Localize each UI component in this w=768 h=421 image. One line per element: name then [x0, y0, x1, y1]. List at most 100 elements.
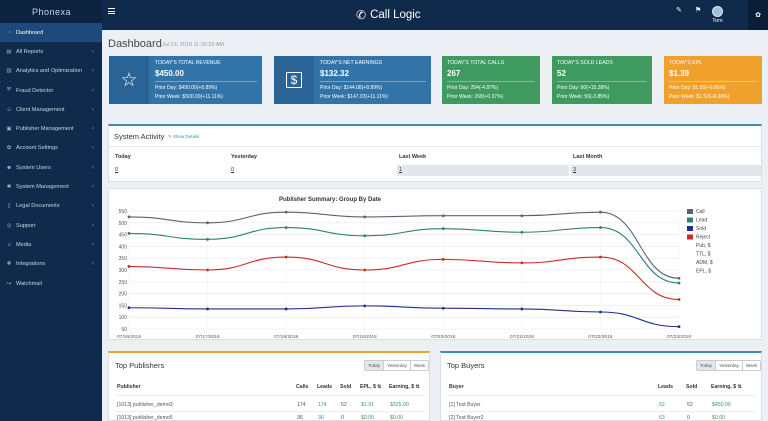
tile-divider: [155, 81, 257, 82]
value-last-week[interactable]: 1: [399, 167, 403, 173]
tab-today[interactable]: Today: [365, 361, 385, 370]
series-line-sold: [128, 305, 680, 328]
publisher-leads: 174: [318, 402, 327, 408]
sidebar-item-publisher-management[interactable]: ▣ Publisher Management ‹: [0, 119, 102, 138]
user-group-icon: ☻: [6, 164, 12, 171]
data-point-sold: [677, 325, 681, 329]
tile-divider: [669, 81, 757, 82]
tile-value: 267: [447, 69, 461, 78]
share-icon: ↪: [6, 280, 12, 287]
sidebar-item-integrations[interactable]: ✚ Integrations ‹: [0, 255, 102, 274]
last-week-bar: [397, 165, 569, 176]
data-point-reject: [127, 265, 131, 268]
settings-gear-icon[interactable]: ✿: [748, 0, 768, 30]
tile-divider: [320, 81, 426, 82]
show-details-link[interactable]: ✎ Show Details: [168, 134, 200, 139]
tile-prior-week: Prior Week: $1.52(+9.26%): [669, 94, 730, 100]
x-tick-label: 07/19/2018: [353, 334, 377, 340]
tab-yesterday[interactable]: Yesterday: [716, 361, 743, 370]
x-tick-label: 07/23/2018: [667, 334, 691, 340]
sidebar-item-watchmail[interactable]: ↪ Watchmail: [0, 274, 102, 293]
notifications-icon[interactable]: ⚑: [695, 7, 702, 14]
legend-swatch-reject: [687, 234, 693, 240]
sidebar-item-client-management[interactable]: ☺ Client Management ‹: [0, 100, 102, 119]
publisher-leads: 36: [318, 415, 324, 421]
col-today: Today: [115, 154, 131, 160]
tile-divider: [557, 81, 647, 82]
sidebar-item-label: Watchmail: [16, 280, 42, 287]
sidebar-item-label: All Reports: [16, 48, 44, 55]
chevron-left-icon: ‹: [92, 87, 94, 94]
sidebar-item-support[interactable]: ◎ Support ‹: [0, 216, 102, 235]
avatar: [712, 6, 723, 17]
tile-value: $450.00: [155, 69, 184, 78]
data-point-call: [363, 215, 367, 219]
puzzle-icon: ✚: [6, 261, 12, 268]
col-earning[interactable]: Earning, $ ⇅: [711, 384, 742, 390]
publisher-name[interactable]: [1013] publisher_demo3: [117, 402, 173, 408]
tile-net-earnings: $ TODAY'S NET EARNINGS $132.32 Prior Day…: [274, 56, 431, 104]
value-today[interactable]: 0: [115, 167, 119, 173]
data-point-reject: [363, 268, 367, 272]
user-menu[interactable]: Tom: [712, 6, 723, 24]
data-point-call: [206, 221, 209, 225]
value-yesterday[interactable]: 0: [231, 167, 235, 173]
tile-total-calls: TODAY'S TOTAL CALLS 267 Prior Day: 254(-…: [442, 56, 540, 104]
value-last-month[interactable]: 3: [573, 167, 577, 173]
data-point-sold: [363, 304, 367, 308]
lifebuoy-icon: ◎: [6, 222, 12, 229]
sidebar-item-legal-documents[interactable]: ▯ Legal Documents ‹: [0, 197, 102, 216]
sidebar-item-label: Fraud Detector: [16, 87, 54, 94]
sidebar-item-account-settings[interactable]: ✿ Account Settings ‹: [0, 139, 102, 158]
sidebar-item-fraud-detector[interactable]: ⛨ Fraud Detector ‹: [0, 81, 102, 100]
tile-prior-day: Prior Day: 254(-4.87%): [447, 85, 499, 91]
legend-label: Lead: [696, 218, 707, 224]
sidebar-item-system-users[interactable]: ☻ System Users ‹: [0, 158, 102, 177]
legend-swatch-call: [687, 209, 693, 214]
tab-week[interactable]: Week: [742, 361, 761, 370]
publisher-name[interactable]: [1013] publisher_demo5: [117, 415, 173, 421]
tile-value: 52: [557, 69, 566, 78]
sidebar-item-media[interactable]: ♫ Media ‹: [0, 235, 102, 254]
data-point-sold: [127, 306, 131, 310]
x-tick-label: 07/20/2018: [431, 334, 455, 340]
col-earning[interactable]: Earning, $ ⇅: [389, 384, 420, 390]
tile-label: TODAY'S SOLD LEADS: [557, 60, 613, 66]
sidebar-item-all-reports[interactable]: ▤ All Reports ‹: [0, 42, 102, 61]
col-epl[interactable]: EPL, $ ⇅: [360, 384, 382, 390]
buyer-name[interactable]: [1] Test Buyer: [449, 402, 481, 408]
tile-label: TODAY'S TOTAL CALLS: [447, 60, 505, 66]
x-tick-label: 07/17/2018: [196, 334, 220, 340]
sidebar-item-analytics-and-optimization[interactable]: ▥ Analytics and Optimization ‹: [0, 62, 102, 81]
tab-yesterday[interactable]: Yesterday: [384, 361, 411, 370]
wrench-icon[interactable]: ✎: [676, 7, 682, 14]
y-tick-label: 350: [119, 256, 128, 262]
tab-week[interactable]: Week: [410, 361, 429, 370]
money-icon: $: [274, 56, 314, 104]
data-point-call: [520, 214, 524, 218]
tile-prior-day: Prior Day: $144.08(+8.89%): [320, 85, 383, 91]
hamburger-menu-icon[interactable]: [108, 8, 115, 14]
brand-logo: Phonexa: [0, 0, 102, 23]
x-tick-label: 07/18/2018: [274, 334, 298, 340]
tab-today[interactable]: Today: [697, 361, 717, 370]
legend-label: EPL, $: [696, 269, 711, 275]
buyer-name[interactable]: [2] Test Buyer2: [449, 415, 484, 421]
sidebar-item-dashboard[interactable]: ◔ Dashboard: [0, 23, 102, 43]
publisher-calls: 36: [297, 415, 303, 421]
publisher-sold: 0: [341, 415, 344, 421]
app-title: Call Logic: [370, 9, 421, 21]
data-point-sold: [284, 307, 288, 311]
data-point-reject: [206, 268, 209, 272]
col-sold: Sold: [686, 384, 698, 390]
chart-title: Publisher Summary: Group By Date: [279, 197, 382, 203]
x-tick-label: 07/16/2018: [117, 334, 141, 340]
publisher-summary-chart-panel: Publisher Summary: Group By Date 50 100 150…: [108, 188, 762, 340]
chevron-left-icon: ‹: [92, 68, 94, 75]
tile-prior-week: Prior Week: 268(+0.37%): [447, 94, 504, 100]
divider: [109, 146, 761, 147]
sidebar-item-label: System Management: [16, 184, 69, 191]
cogs-icon: ✱: [6, 184, 12, 191]
sidebar-item-system-management[interactable]: ✱ System Management ‹: [0, 177, 102, 196]
chevron-left-icon: ‹: [92, 48, 94, 55]
